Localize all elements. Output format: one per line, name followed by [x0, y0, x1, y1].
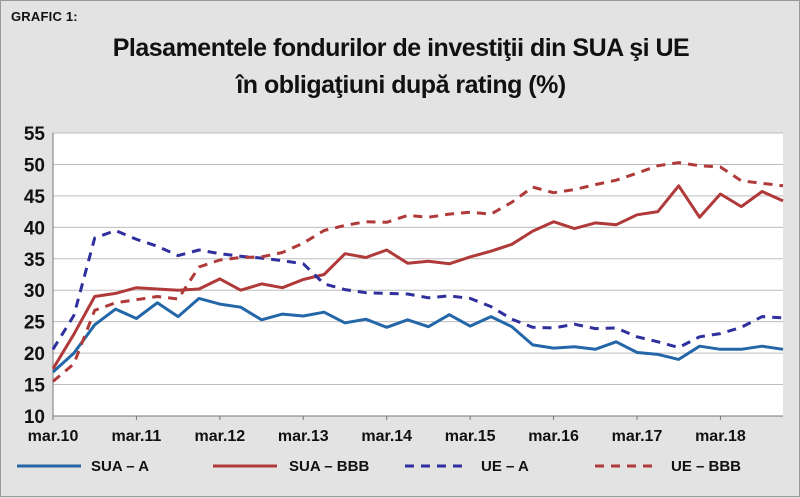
plot-area: [53, 133, 783, 416]
series-line-1: [51, 184, 784, 370]
chart-title-line-1: Plasamentele fondurilor de investiţii di…: [112, 34, 690, 62]
figure-label: GRAFIC 1:: [11, 9, 78, 24]
x-tick-label: mar.17: [612, 428, 663, 445]
y-tick-label: 15: [24, 376, 46, 397]
y-tick-label: 35: [24, 250, 46, 271]
legend-label-1: SUA – BBB: [289, 458, 369, 475]
legend-label-3: UE – BBB: [671, 458, 741, 475]
x-tick-label: mar.14: [361, 428, 412, 445]
y-tick-label: 50: [24, 155, 45, 176]
y-tick-label: 40: [24, 218, 45, 239]
legend-label-0: SUA – A: [91, 458, 149, 475]
y-tick-label: 45: [24, 187, 46, 208]
chart-title-line-2: în obligaţiuni după rating (%): [236, 71, 566, 99]
y-tick-label: 55: [24, 124, 46, 145]
x-tick-label: mar.13: [278, 428, 329, 445]
x-tick-label: mar.16: [528, 428, 579, 445]
legend-label-2: UE – A: [481, 458, 529, 475]
y-tick-label: 20: [24, 344, 45, 365]
x-tick-label: mar.12: [194, 428, 245, 445]
series-line-0: [51, 296, 784, 374]
x-tick-label: mar.10: [28, 428, 79, 445]
x-tick-label: mar.15: [445, 428, 496, 445]
y-tick-label: 25: [24, 313, 46, 334]
series-line-3: [52, 161, 784, 383]
x-tick-label: mar.11: [112, 428, 162, 445]
y-tick-label: 10: [24, 407, 45, 428]
y-tick-label: 30: [24, 281, 45, 302]
x-tick-label: mar.18: [695, 428, 746, 445]
